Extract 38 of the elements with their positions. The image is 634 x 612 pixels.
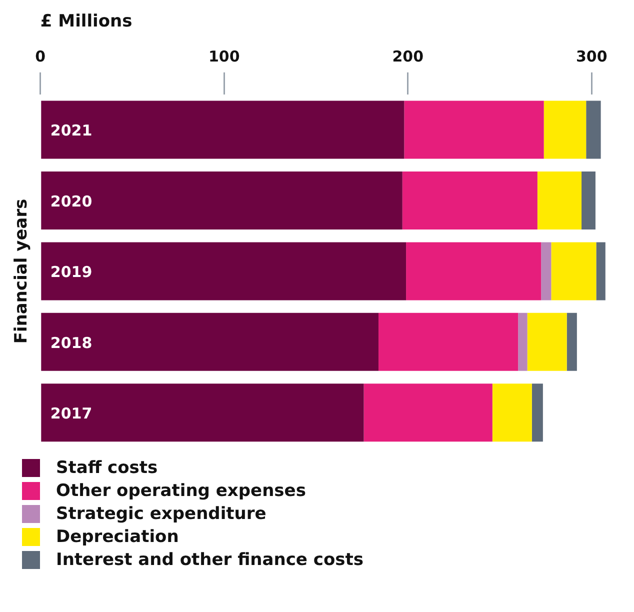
bar: [541, 242, 552, 300]
bar: [41, 171, 402, 230]
legend-label: Other operating expenses: [56, 481, 306, 501]
y-tick-label: 2020: [50, 192, 92, 210]
bar: [537, 171, 582, 230]
y-tick-label: 2017: [50, 404, 92, 423]
y-axis-title: Financial years: [12, 198, 32, 344]
y-tick-label: 2019: [50, 263, 92, 282]
bar: [492, 384, 532, 442]
bar: [41, 312, 378, 371]
bar: [406, 242, 542, 300]
legend-label: Staff costs: [56, 458, 158, 478]
y-tick-label: 2018: [50, 334, 92, 352]
bar: [378, 312, 518, 371]
bar: [41, 242, 406, 300]
bar: [582, 171, 596, 230]
bar: [402, 171, 538, 230]
bar: [586, 100, 601, 159]
bar: [596, 242, 606, 300]
bar: [404, 100, 544, 159]
bar: [544, 100, 586, 159]
bar: [364, 384, 492, 442]
x-tick-label: 100: [208, 47, 240, 66]
legend-label: Depreciation: [56, 527, 179, 547]
x-tick-label: 0: [35, 47, 46, 66]
bar: [551, 242, 596, 300]
bar: [518, 312, 528, 371]
legend-label: Strategic expenditure: [56, 504, 266, 524]
x-tick-label: 200: [392, 47, 424, 66]
y-tick-label: 2021: [50, 122, 92, 140]
legend-label: Interest and other finance costs: [56, 550, 364, 570]
bar: [41, 100, 404, 159]
bar: [527, 312, 567, 371]
x-tick-label: 300: [576, 47, 608, 66]
bar: [532, 384, 543, 442]
bar: [566, 312, 577, 371]
x-axis-title: £ Millions: [40, 12, 132, 32]
bar: [41, 384, 364, 442]
